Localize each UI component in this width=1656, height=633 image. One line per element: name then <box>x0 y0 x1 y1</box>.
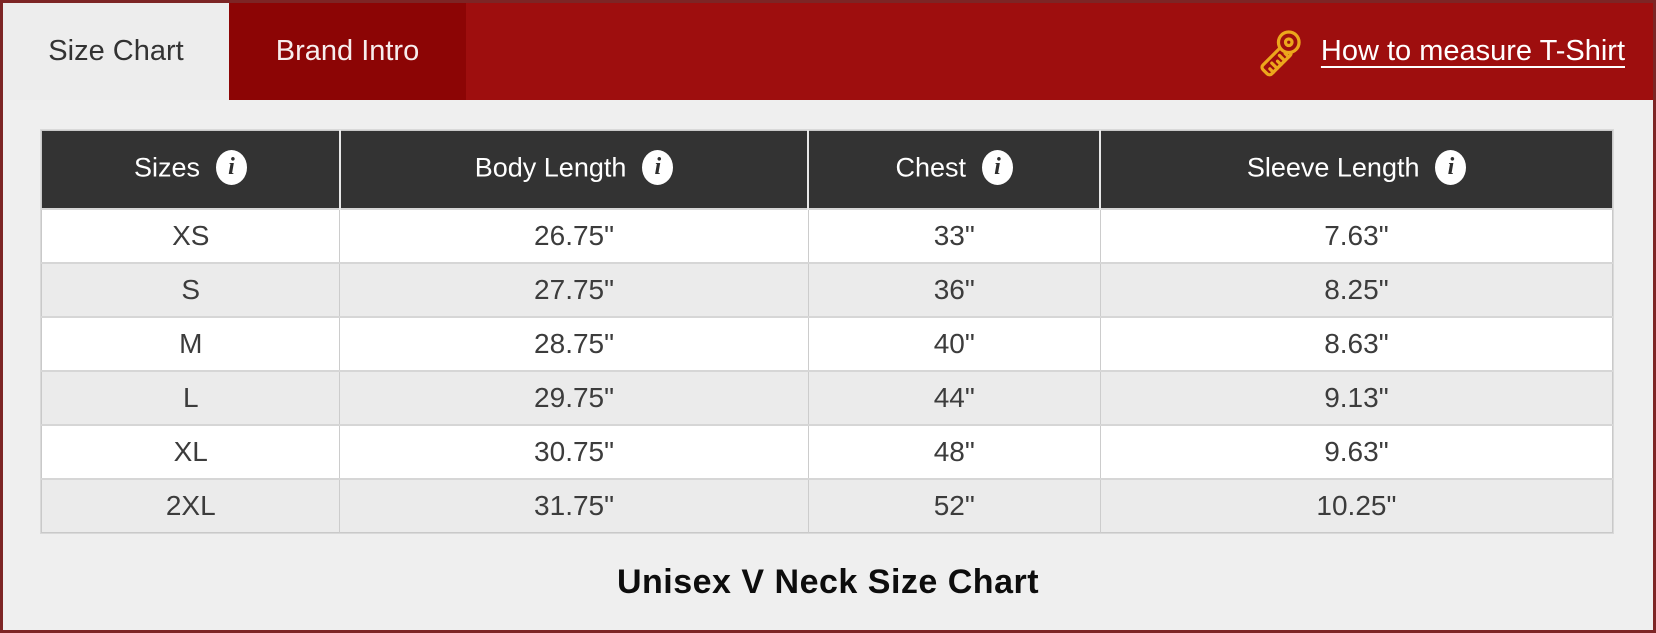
size-table-container: Sizes i Body Length i Chest i Sleeve Length… <box>41 130 1613 533</box>
cell-size: M <box>41 316 341 371</box>
cell-chest: 52" <box>808 478 1101 533</box>
cell-body-length: 27.75" <box>339 262 809 317</box>
cell-chest: 48" <box>808 424 1101 479</box>
table-row: XS 26.75" 33" 7.63" <box>41 208 1613 263</box>
tab-brand-intro-label: Brand Intro <box>275 35 420 67</box>
measuring-tape-icon <box>1260 29 1301 76</box>
column-header-label: Body Length <box>474 152 627 183</box>
how-to-measure-link[interactable]: How to measure T-Shirt <box>1320 35 1625 67</box>
info-icon[interactable]: i <box>216 150 247 185</box>
cell-size: XS <box>41 208 341 263</box>
table-row: L 29.75" 44" 9.13" <box>41 370 1613 425</box>
table-row: 2XL 31.75" 52" 10.25" <box>41 478 1613 533</box>
table-row: S 27.75" 36" 8.25" <box>41 262 1613 317</box>
column-header-label: Chest <box>895 152 967 183</box>
cell-size: 2XL <box>41 478 341 533</box>
cell-sleeve-length: 8.25" <box>1100 262 1613 317</box>
cell-sleeve-length: 7.63" <box>1100 208 1613 263</box>
cell-body-length: 29.75" <box>339 370 809 425</box>
cell-sleeve-length: 9.13" <box>1100 370 1613 425</box>
tab-size-chart-label: Size Chart <box>48 35 184 67</box>
info-icon[interactable]: i <box>642 150 674 185</box>
column-header-body-length: Body Length i <box>339 130 810 209</box>
cell-chest: 33" <box>808 208 1101 263</box>
cell-body-length: 28.75" <box>339 316 809 371</box>
tab-size-chart[interactable]: Size Chart <box>3 3 229 100</box>
size-table: Sizes i Body Length i Chest i Sleeve Length… <box>41 130 1613 533</box>
tab-bar: Size Chart Brand Intro How to measure T-… <box>3 3 1653 100</box>
cell-chest: 44" <box>808 370 1101 425</box>
cell-size: L <box>41 370 341 425</box>
cell-body-length: 30.75" <box>339 424 809 479</box>
column-header-chest: Chest i <box>808 130 1102 209</box>
column-header-sizes: Sizes i <box>41 130 341 209</box>
cell-sleeve-length: 10.25" <box>1100 478 1613 533</box>
table-row: M 28.75" 40" 8.63" <box>41 316 1613 371</box>
cell-body-length: 26.75" <box>339 208 809 263</box>
info-icon[interactable]: i <box>982 150 1014 185</box>
cell-sleeve-length: 9.63" <box>1100 424 1613 479</box>
cell-size: S <box>41 262 341 317</box>
cell-sleeve-length: 8.63" <box>1100 316 1613 371</box>
how-to-measure-area: How to measure T-Shirt <box>1253 3 1653 100</box>
cell-size: XL <box>41 424 341 479</box>
chart-caption: Unisex V Neck Size Chart <box>616 563 1040 601</box>
cell-chest: 36" <box>808 262 1101 317</box>
info-icon[interactable]: i <box>1435 150 1467 185</box>
table-row: XL 30.75" 48" 9.63" <box>41 424 1613 479</box>
column-header-sleeve-length: Sleeve Length i <box>1100 130 1613 209</box>
column-header-label: Sizes <box>133 152 200 183</box>
column-header-label: Sleeve Length <box>1246 152 1420 183</box>
cell-chest: 40" <box>808 316 1101 371</box>
table-header-row: Sizes i Body Length i Chest i Sleeve Length… <box>41 130 1613 209</box>
tab-brand-intro[interactable]: Brand Intro <box>229 3 466 100</box>
cell-body-length: 31.75" <box>339 478 809 533</box>
